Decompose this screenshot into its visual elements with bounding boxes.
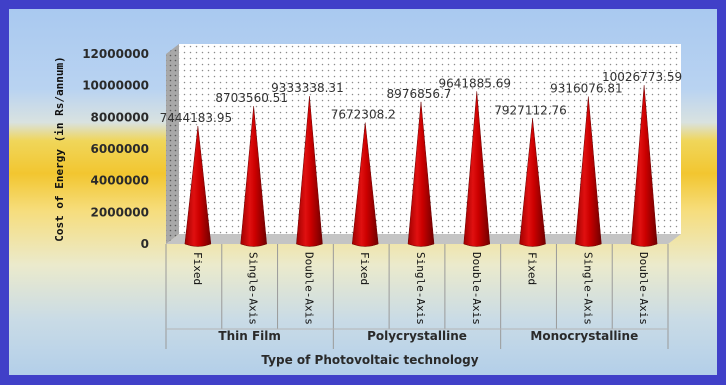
data-label: 9316076.81 (550, 81, 623, 95)
category-label: Fixed (358, 252, 371, 285)
bar-cone (240, 106, 267, 247)
group-labels: Thin Film Polycrystalline Monocrystalline (218, 329, 638, 343)
category-label: Fixed (526, 252, 539, 285)
category-label: Single-Axis (247, 252, 260, 325)
data-label: 8703560.51 (215, 91, 288, 105)
group-label: Thin Film (218, 329, 281, 343)
bar-series (184, 85, 658, 247)
y-tick-label: 2000000 (91, 205, 149, 219)
y-tick-label: 0 (141, 237, 149, 251)
category-label: Double-Axis (302, 252, 315, 325)
category-label: Double-Axis (470, 252, 483, 325)
y-tick-label: 12000000 (82, 47, 149, 61)
category-label: Single-Axis (414, 252, 427, 325)
bar-cone (630, 85, 658, 247)
group-label: Polycrystalline (367, 329, 467, 343)
y-tick-label: 8000000 (91, 110, 149, 124)
y-tick-label: 6000000 (91, 142, 149, 156)
x-axis-title: Type of Photovoltaic technology (261, 353, 478, 367)
data-label: 7672308.2 (331, 108, 396, 122)
data-label: 10026773.59 (602, 70, 682, 84)
y-axis-ticks: 0 2000000 4000000 6000000 8000000 10000000 120… (82, 47, 149, 251)
plot-side-wall (166, 44, 179, 244)
data-label: 9641885.69 (439, 76, 512, 90)
bar-cone (407, 101, 435, 247)
group-label: Monocrystalline (530, 329, 638, 343)
chart-frame: Cost of Energy (in Rs/annum) 0 2000000 400… (9, 9, 717, 375)
bar-cone (575, 96, 602, 247)
data-label: 7927112.76 (494, 103, 567, 117)
y-tick-label: 10000000 (82, 79, 149, 93)
category-label: Fixed (191, 252, 204, 285)
y-tick-label: 4000000 (91, 174, 149, 188)
bar-cone (463, 91, 491, 247)
category-labels: Fixed Single-Axis Double-Axis Fixed Single-A… (191, 252, 650, 325)
bar-cone (351, 122, 379, 247)
data-label: 9333338.31 (271, 81, 344, 95)
bar-cone (184, 126, 212, 247)
category-label: Single-Axis (581, 252, 594, 325)
y-axis-title: Cost of Energy (in Rs/annum) (53, 56, 66, 241)
bar-cone (296, 96, 323, 247)
bar-cone (519, 118, 546, 247)
category-label: Double-Axis (637, 252, 650, 325)
data-label: 8976856.7 (387, 87, 452, 101)
bar-chart: Cost of Energy (in Rs/annum) 0 2000000 400… (53, 44, 683, 367)
category-axis (165, 244, 669, 349)
data-label: 7444183.95 (160, 111, 233, 125)
